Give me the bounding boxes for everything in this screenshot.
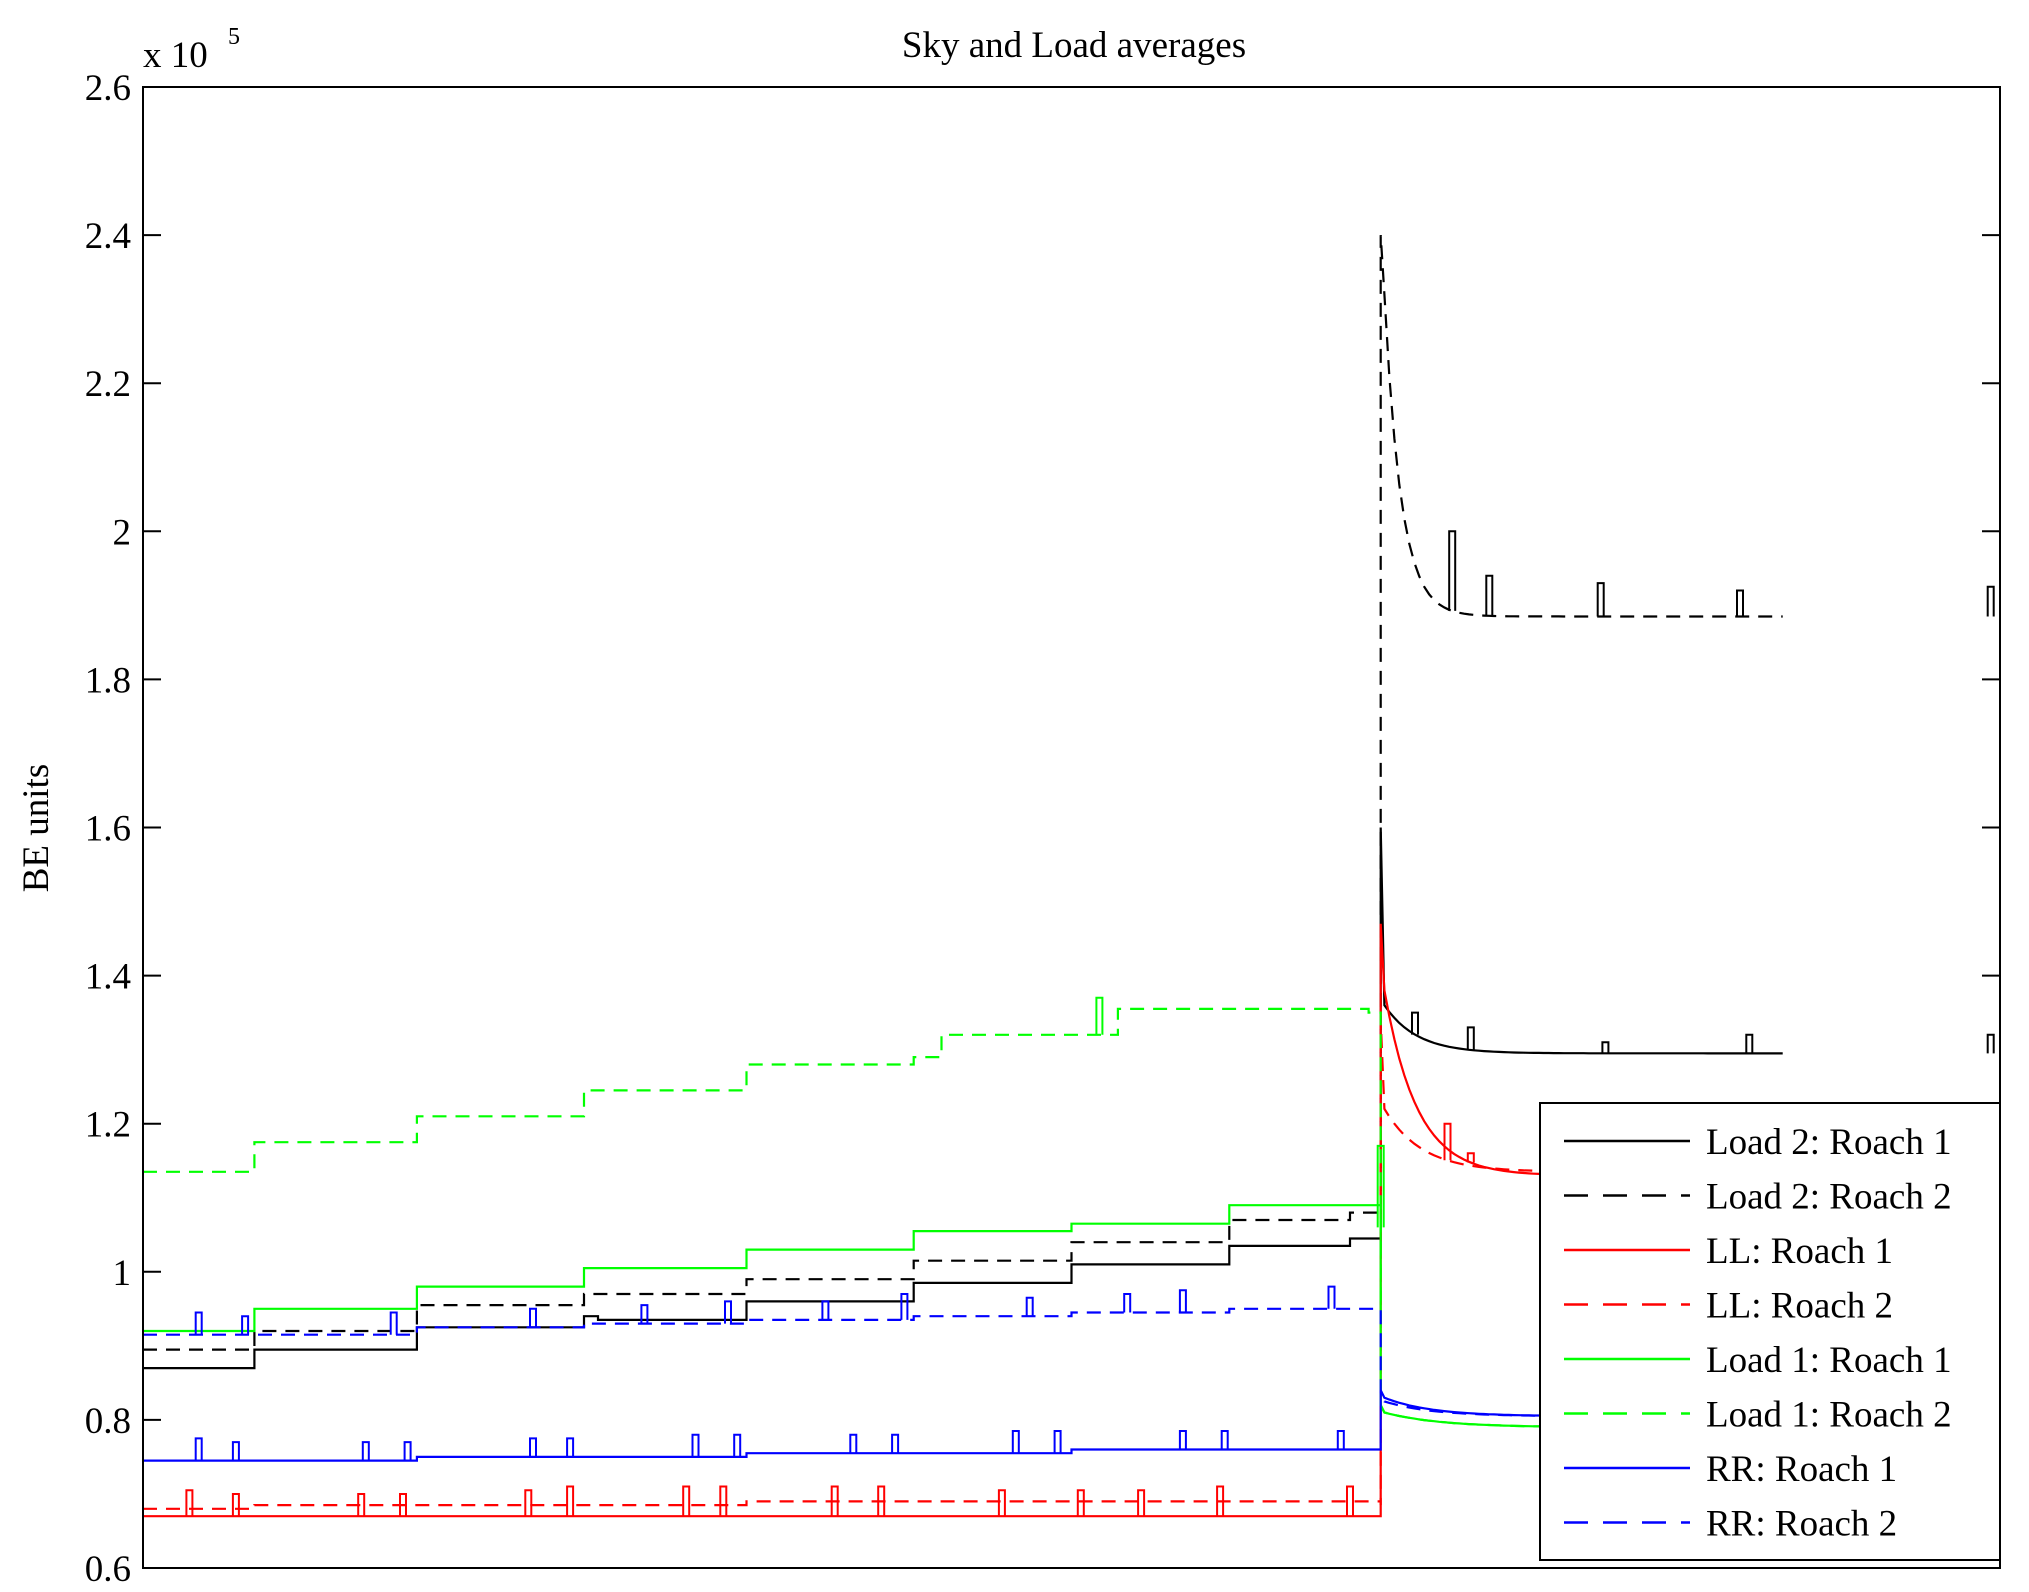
legend-label-4: Load 1: Roach 1 [1706,1340,1952,1381]
y-tick-label: 1.2 [85,1105,131,1146]
series-spike [1986,1033,1995,1054]
series-spike [1011,1430,1020,1454]
y-tick-label: 1.4 [85,957,131,998]
series-spike [529,1307,537,1328]
series-spike [821,1300,830,1320]
series-spike [1336,1430,1345,1450]
series-spike [524,1489,533,1517]
series-line-1 [143,235,1783,1351]
series-spike [566,1485,575,1517]
series-spike [1025,1296,1034,1317]
series-spike [231,1441,240,1461]
series-spike [849,1433,858,1454]
series-spike [682,1485,691,1517]
series-spike [1986,585,1995,617]
series-spike [691,1433,700,1457]
legend-label-6: RR: Roach 1 [1706,1449,1897,1490]
series-spike [724,1300,732,1324]
series-line-7 [143,1307,1783,1418]
y-tick-label: 0.8 [85,1401,131,1442]
series-spike [389,1311,398,1335]
series-spike [194,1311,203,1335]
y-tick-label: 2.6 [85,68,131,109]
series-spike [1601,1041,1610,1054]
series-spike [241,1315,250,1335]
series-spike [194,1437,203,1461]
series-7 [143,1285,1783,1418]
y-tick-label: 2.4 [85,216,131,257]
series-line-0 [143,827,1783,1370]
series-spike [733,1433,742,1457]
y-tick-label: 1.8 [85,660,131,701]
legend-label-2: LL: Roach 1 [1706,1231,1893,1272]
series-spike [640,1304,649,1324]
chart-title: Sky and Load averages [902,25,1246,66]
series-0 [143,827,1995,1370]
series-spike [997,1489,1006,1517]
y-axis-label: BE units [16,764,57,893]
series-spike [529,1437,537,1457]
series-spike [1596,582,1605,617]
series-spike [1411,1011,1419,1035]
legend: Load 2: Roach 1 Load 2: Roach 2 LL: Roach … [1539,1102,2001,1561]
series-spike [1736,589,1744,617]
series-spike [1448,530,1457,611]
series-spike [1327,1285,1336,1309]
series-spike [1076,1489,1085,1517]
legend-label-1: Load 2: Roach 2 [1706,1177,1952,1218]
series-1 [143,235,1995,1351]
legend-label-3: LL: Roach 2 [1706,1286,1893,1327]
y-tick-label: 2.2 [85,364,131,405]
series-spike [1346,1485,1354,1517]
series-spike [900,1293,909,1320]
series-spike [1220,1430,1229,1450]
series-spike [1137,1489,1146,1517]
y-tick-label: 1.6 [85,809,131,850]
series-spike [403,1441,412,1461]
series-spike [1123,1293,1132,1313]
series-spike [361,1441,370,1461]
series-spike [1376,1144,1385,1228]
y-tick-label: 0.6 [85,1549,131,1590]
series-spike [1178,1430,1187,1450]
series-spike [1485,574,1494,616]
series-spike [1466,1152,1475,1163]
series-spike [1466,1026,1475,1050]
series-spike [185,1489,194,1517]
series-spike [1178,1289,1187,1313]
series-spike [1745,1033,1754,1054]
series-spike [1053,1430,1062,1454]
series-spike [719,1485,728,1517]
legend-box [1539,1102,2001,1561]
series-spike [566,1437,575,1457]
y-tick-label: 2 [113,512,132,553]
legend-label-7: RR: Roach 2 [1706,1504,1897,1545]
y-tick-label: 1 [113,1253,132,1294]
series-spike [891,1433,900,1454]
series-spike [1095,996,1104,1035]
y-scale-base: x 10 [143,35,208,76]
series-spike [1443,1122,1452,1161]
legend-label-5: Load 1: Roach 2 [1706,1395,1952,1436]
series-spike [231,1493,240,1517]
legend-label-0: Load 2: Roach 1 [1706,1122,1952,1163]
y-scale-exponent: 5 [228,24,240,50]
